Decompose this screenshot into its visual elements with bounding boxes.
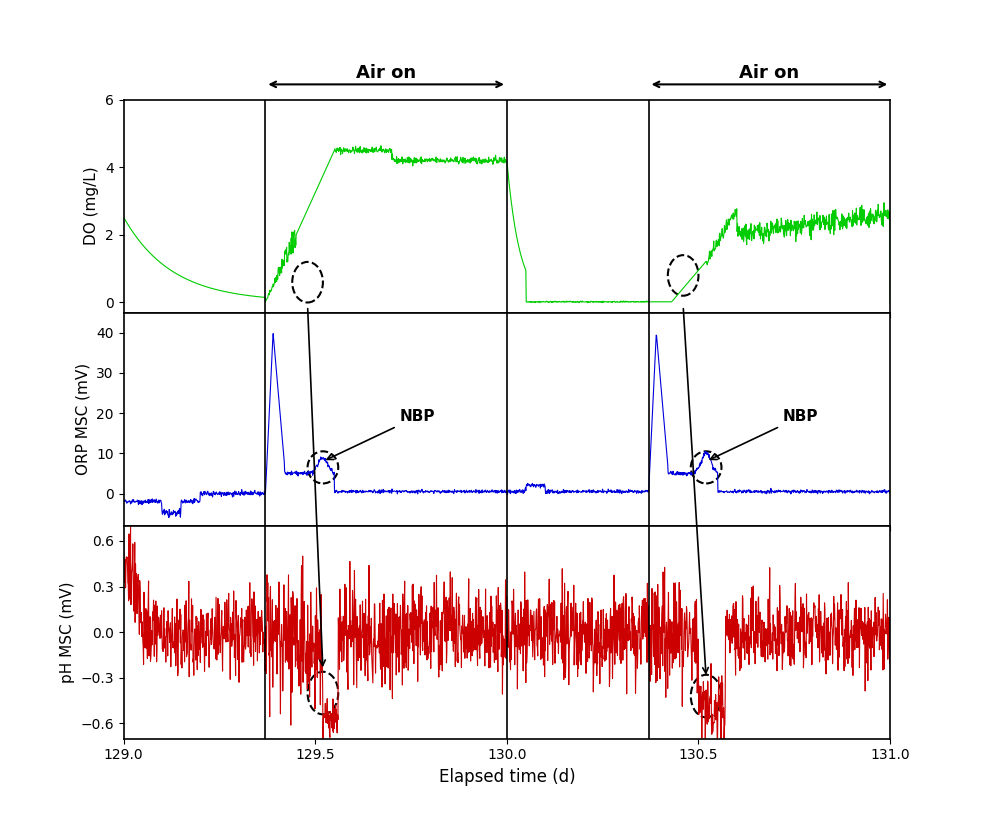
Y-axis label: pH MSC (mV): pH MSC (mV) [59, 582, 75, 683]
Text: NBP: NBP [710, 409, 818, 460]
Y-axis label: DO (mg/L): DO (mg/L) [84, 167, 100, 246]
Y-axis label: ORP MSC (mV): ORP MSC (mV) [76, 363, 91, 476]
X-axis label: Elapsed time (d): Elapsed time (d) [438, 768, 576, 786]
Text: Air on: Air on [356, 64, 416, 81]
Text: Air on: Air on [740, 64, 799, 81]
Text: NBP: NBP [327, 409, 435, 460]
